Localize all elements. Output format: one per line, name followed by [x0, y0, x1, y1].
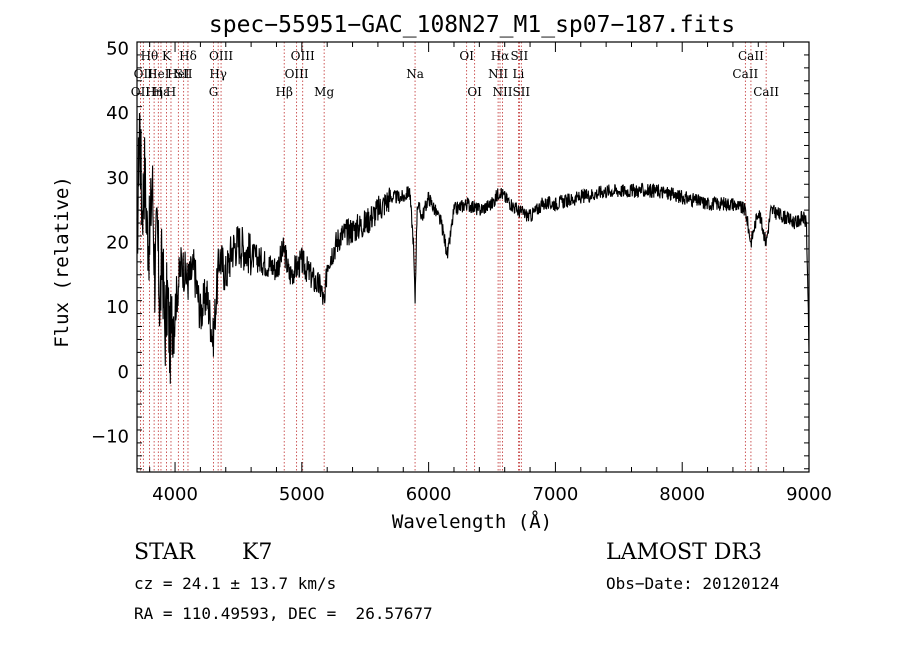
x-tick-label: 7000 [533, 484, 579, 505]
marker-label: Li [512, 67, 524, 81]
redshift-velocity: cz = 24.1 ± 13.7 km/s [134, 574, 337, 593]
marker-label: CaII [732, 67, 758, 81]
marker-label: OIII [285, 67, 309, 81]
marker-label: Hδ [179, 49, 197, 63]
x-axis-label: Wavelength (Å) [392, 510, 552, 533]
marker-label: CaII [753, 85, 779, 99]
y-axis-label: Flux (relative) [51, 176, 73, 348]
x-tick-label: 6000 [406, 484, 452, 505]
line-markers [140, 42, 767, 472]
marker-label: Hβ [276, 85, 293, 99]
y-axis-ticks: −10 0 10 20 30 40 50 [91, 38, 809, 470]
marker-label: SII [512, 85, 530, 99]
y-tick-label: 10 [106, 297, 129, 318]
x-tick-label: 8000 [659, 484, 705, 505]
object-class: STAR [134, 540, 195, 565]
marker-label: K [162, 49, 172, 63]
marker-label: SII [511, 49, 529, 63]
y-tick-label: 0 [118, 362, 129, 383]
x-tick-label: 5000 [279, 484, 325, 505]
marker-label: Na [406, 67, 424, 81]
marker-label: Hγ [209, 67, 227, 81]
marker-label: Hη [145, 85, 163, 99]
y-tick-label: 50 [106, 38, 129, 59]
spectrum-line [136, 113, 810, 384]
marker-label: G [209, 85, 219, 99]
marker-label: OIII [291, 49, 315, 63]
marker-label: HeI [167, 67, 190, 81]
coordinates: RA = 110.49593, DEC = 26.57677 [134, 604, 433, 623]
marker-label: H [166, 85, 176, 99]
marker-label: HeI [147, 67, 170, 81]
marker-label: Mg [314, 85, 334, 99]
marker-label: SII [175, 67, 193, 81]
marker-label: NII [493, 85, 513, 99]
x-axis-ticks: 4000 5000 6000 7000 8000 9000 [149, 42, 832, 505]
marker-label: OI [459, 49, 474, 63]
marker-label: Hθ [141, 49, 159, 63]
y-tick-label: 20 [106, 232, 129, 253]
y-tick-label: −10 [91, 426, 129, 447]
y-tick-label: 30 [106, 168, 129, 189]
marker-label: OII [134, 67, 154, 81]
marker-label: Hε [153, 85, 170, 99]
x-tick-label: 4000 [152, 484, 198, 505]
line-marker-labels: OIIOIIHθHηHeIHεKHHeISIIHδGHγOIIIHβOIIIOI… [131, 49, 780, 99]
x-tick-label: 9000 [786, 484, 832, 505]
plot-frame [136, 41, 810, 473]
marker-label: OI [467, 85, 482, 99]
marker-label: OIII [209, 49, 233, 63]
chart-title: spec−55951−GAC_108N27_M1_sp07−187.fits [209, 12, 735, 38]
marker-label: OII [131, 85, 151, 99]
marker-label: NII [488, 67, 508, 81]
survey-label: LAMOST DR3 [606, 540, 762, 565]
observation-date: Obs−Date: 20120124 [606, 574, 780, 593]
object-subclass: K7 [242, 540, 273, 565]
spectrum-chart: spec−55951−GAC_108N27_M1_sp07−187.fits O… [51, 12, 832, 533]
marker-label: CaII [738, 49, 764, 63]
y-tick-label: 40 [106, 103, 129, 124]
marker-label: Hα [491, 49, 510, 63]
